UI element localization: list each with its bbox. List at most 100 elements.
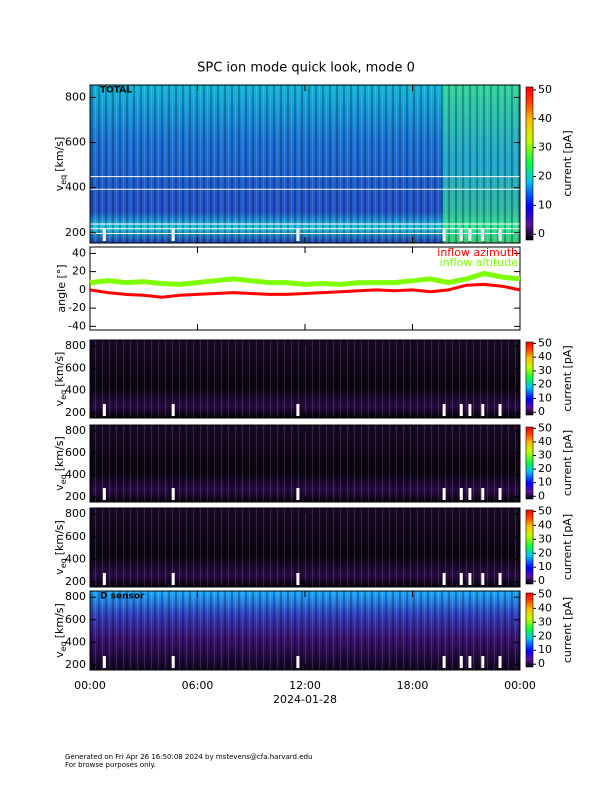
data-gap [296,404,300,416]
y-label-units: [km/s] [53,352,66,387]
colorbar-label: current [pA] [561,597,574,663]
data-gap [459,656,463,668]
y-tick-label: 400 [65,181,86,194]
data-gap [468,573,472,585]
spectrogram-texture [90,85,520,243]
data-gap [468,656,472,668]
y-label-subscript: eq [59,558,68,568]
data-gap [481,229,485,241]
colorbar-tick-label: 40 [538,350,552,363]
y-tick-label: 800 [65,424,86,437]
data-gap [102,656,106,668]
x-tick-label: 06:00 [182,679,214,692]
colorbar-tick-label: 20 [538,629,552,642]
colorbar-tick-label: 10 [538,560,552,573]
y-tick-label: -40 [68,319,86,332]
colorbar-tick-label: 0 [538,657,545,670]
data-gap [468,488,472,500]
colorbar-tick-label: 10 [538,643,552,656]
colorbar-label: current [pA] [561,130,574,196]
data-gap [442,488,446,500]
y-tick-label: 200 [65,658,86,671]
y-tick-label: 200 [65,406,86,419]
y-tick-label: -20 [68,301,86,314]
colorbar-tick-label: 0 [538,227,545,240]
colorbar-tick-label: 30 [538,449,552,462]
panel-label: D sensor [100,592,145,602]
y-axis-label: veq [km/s] [53,137,68,192]
colorbar-tick-label: 40 [538,518,552,531]
x-tick-label: 00:00 [74,679,106,692]
legend-entry: inflow altitude [440,256,519,269]
colorbar-tick-label: 40 [538,112,552,125]
spectrogram-texture [90,508,520,587]
title: SPC ion mode quick look, mode 0 [197,61,415,76]
data-gap [102,404,106,416]
data-gap [459,573,463,585]
y-label-units: [km/s] [53,603,66,638]
data-gap [171,404,175,416]
y-tick-label: 600 [65,613,86,626]
colorbar-tick-label: 40 [538,435,552,448]
data-gap [498,488,502,500]
data-gap [481,573,485,585]
y-tick-label: 600 [65,136,86,149]
y-label-units: [km/s] [53,520,66,555]
data-gap [102,229,106,241]
y-axis-label: angle [°] [55,264,68,312]
colorbar-tick-label: 0 [538,405,545,418]
y-tick-label: 20 [72,265,86,278]
y-tick-label: 800 [65,90,86,103]
y-label-units: [km/s] [53,137,66,172]
data-gap [498,404,502,416]
spectrogram-texture [90,340,520,418]
x-tick-label: 12:00 [289,679,321,692]
colorbar-tick-label: 0 [538,574,545,587]
series-line [89,270,521,287]
data-gap [498,656,502,668]
colorbar-tick-label: 20 [538,169,552,182]
y-label-subscript: eq [59,175,68,185]
colorbar-tick-label: 30 [538,364,552,377]
y-label-symbol: v [53,399,66,406]
data-gap [102,573,106,585]
colorbar-tick-label: 20 [538,378,552,391]
y-tick-label: 200 [65,575,86,588]
colorbar [525,341,534,416]
colorbar [525,509,534,585]
y-axis-label: veq [km/s] [53,603,68,658]
y-label-symbol: v [53,184,66,191]
data-gap [459,404,463,416]
panel-label: TOTAL [100,86,132,96]
data-gap [171,229,175,241]
colorbar [525,426,534,500]
data-gap [442,404,446,416]
y-label-symbol: v [53,568,66,575]
data-gap [296,573,300,585]
y-tick-label: 800 [65,590,86,603]
colorbar-tick-label: 50 [538,83,552,96]
spectrogram-texture [90,425,520,502]
footer: Generated on Fri Apr 26 16:50:08 2024 by… [65,753,312,761]
y-tick-label: 400 [65,468,86,481]
colorbar-tick-label: 10 [538,198,552,211]
colorbar [525,592,534,668]
data-gap [442,656,446,668]
colorbar-label: current [pA] [561,514,574,580]
y-tick-label: 400 [65,635,86,648]
y-label-subscript: eq [59,390,68,400]
colorbar-tick-label: 10 [538,476,552,489]
y-axis-label: veq [km/s] [53,436,68,491]
y-tick-label: 800 [65,339,86,352]
y-tick-label: 400 [65,384,86,397]
colorbar-tick-label: 50 [538,504,552,517]
data-gap [498,573,502,585]
y-tick-label: 600 [65,361,86,374]
colorbar-tick-label: 30 [538,141,552,154]
y-label-symbol: v [53,484,66,491]
spectrogram-texture [90,591,520,670]
colorbar-tick-label: 20 [538,546,552,559]
data-gap [102,488,106,500]
data-gap [459,488,463,500]
